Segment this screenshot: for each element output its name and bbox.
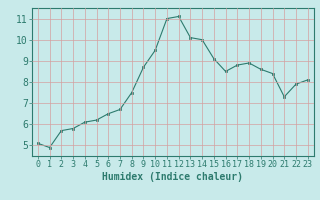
- X-axis label: Humidex (Indice chaleur): Humidex (Indice chaleur): [102, 172, 243, 182]
